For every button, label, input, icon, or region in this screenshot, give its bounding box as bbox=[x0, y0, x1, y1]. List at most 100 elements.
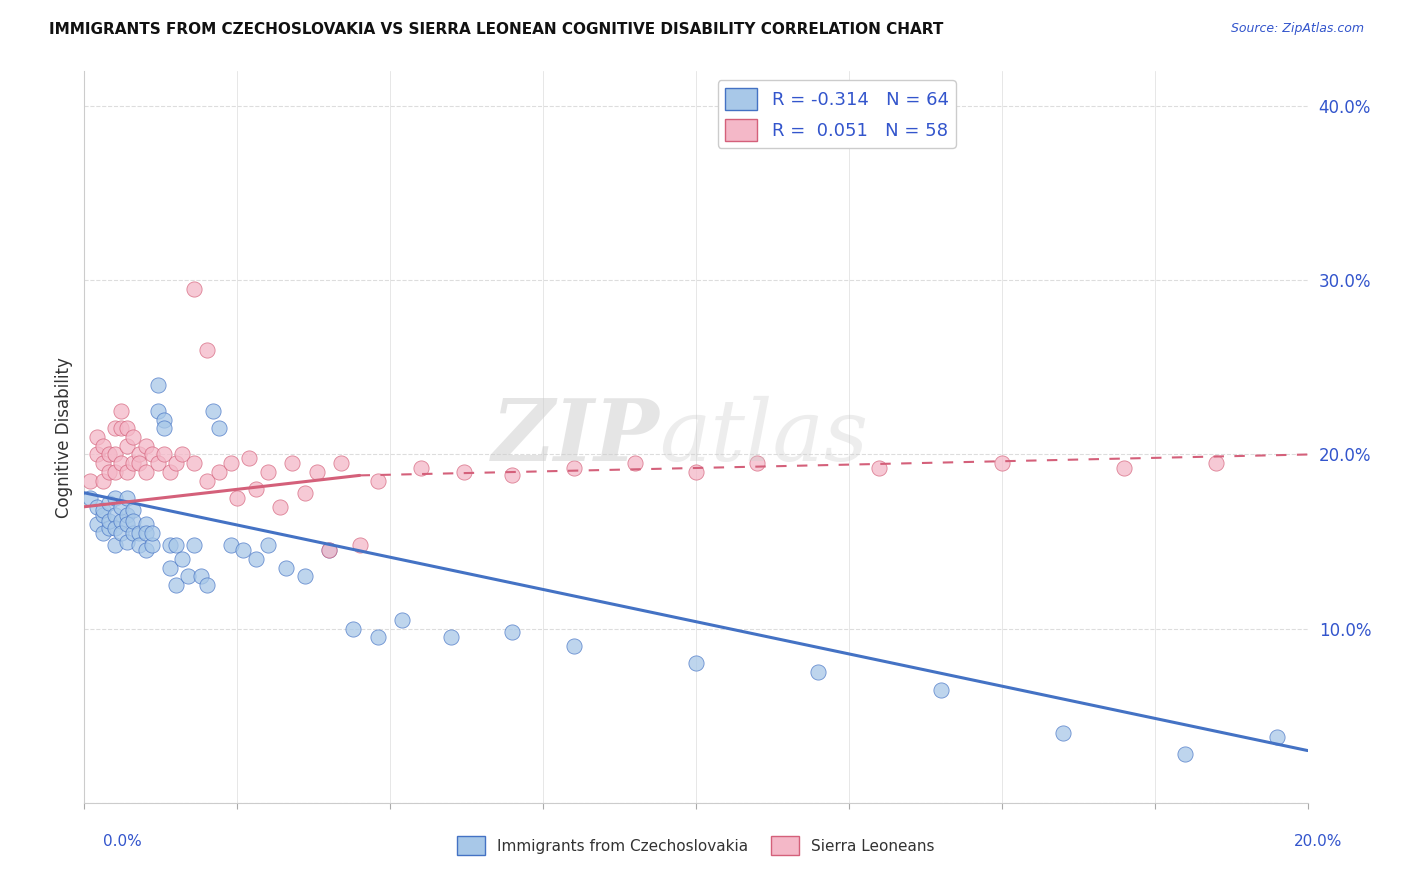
Point bbox=[232, 543, 254, 558]
Point bbox=[624, 456, 647, 470]
Point bbox=[201, 404, 224, 418]
Point bbox=[183, 282, 205, 296]
Point bbox=[276, 560, 298, 574]
Point bbox=[165, 456, 187, 470]
Point bbox=[1174, 747, 1197, 761]
Point bbox=[146, 456, 169, 470]
Point bbox=[104, 538, 127, 552]
Point bbox=[318, 543, 340, 558]
Point bbox=[440, 631, 463, 645]
Point bbox=[110, 404, 132, 418]
Point bbox=[79, 491, 101, 505]
Point bbox=[104, 508, 127, 523]
Point bbox=[110, 421, 132, 435]
Point bbox=[79, 474, 101, 488]
Point bbox=[110, 514, 132, 528]
Point bbox=[104, 521, 127, 535]
Point bbox=[869, 461, 891, 475]
Point bbox=[257, 538, 280, 552]
Point bbox=[165, 538, 187, 552]
Point bbox=[562, 461, 585, 475]
Point bbox=[104, 465, 127, 479]
Point bbox=[97, 496, 120, 510]
Point bbox=[128, 456, 150, 470]
Point bbox=[562, 639, 585, 653]
Text: 0.0%: 0.0% bbox=[103, 834, 142, 849]
Point bbox=[1114, 461, 1136, 475]
Point bbox=[115, 439, 138, 453]
Text: 20.0%: 20.0% bbox=[1295, 834, 1343, 849]
Point bbox=[91, 508, 114, 523]
Point bbox=[929, 682, 952, 697]
Point bbox=[115, 517, 138, 532]
Point bbox=[305, 465, 328, 479]
Text: Source: ZipAtlas.com: Source: ZipAtlas.com bbox=[1230, 22, 1364, 36]
Point bbox=[219, 456, 242, 470]
Point bbox=[91, 525, 114, 540]
Point bbox=[97, 521, 120, 535]
Point bbox=[110, 456, 132, 470]
Point bbox=[183, 538, 205, 552]
Point bbox=[86, 448, 108, 462]
Point bbox=[685, 465, 707, 479]
Point bbox=[294, 485, 316, 500]
Point bbox=[245, 552, 267, 566]
Point bbox=[195, 578, 218, 592]
Point bbox=[91, 439, 114, 453]
Point bbox=[122, 430, 145, 444]
Point bbox=[208, 421, 231, 435]
Point bbox=[177, 569, 200, 583]
Y-axis label: Cognitive Disability: Cognitive Disability bbox=[55, 357, 73, 517]
Point bbox=[391, 613, 413, 627]
Point bbox=[159, 538, 181, 552]
Point bbox=[153, 412, 176, 426]
Point bbox=[183, 456, 205, 470]
Point bbox=[122, 503, 145, 517]
Point bbox=[245, 483, 267, 497]
Point bbox=[502, 468, 524, 483]
Point bbox=[747, 456, 769, 470]
Point bbox=[91, 503, 114, 517]
Point bbox=[86, 517, 108, 532]
Point bbox=[330, 456, 353, 470]
Point bbox=[367, 631, 389, 645]
Point bbox=[238, 450, 260, 465]
Point bbox=[110, 500, 132, 514]
Point bbox=[195, 343, 218, 357]
Point bbox=[342, 622, 364, 636]
Point bbox=[135, 525, 157, 540]
Text: atlas: atlas bbox=[659, 396, 869, 478]
Point bbox=[97, 514, 120, 528]
Point bbox=[122, 456, 145, 470]
Point bbox=[165, 578, 187, 592]
Point bbox=[104, 421, 127, 435]
Point bbox=[219, 538, 242, 552]
Point bbox=[190, 569, 212, 583]
Point bbox=[172, 448, 194, 462]
Point bbox=[269, 500, 291, 514]
Point bbox=[97, 448, 120, 462]
Point bbox=[135, 439, 157, 453]
Point bbox=[294, 569, 316, 583]
Point bbox=[991, 456, 1014, 470]
Point bbox=[281, 456, 304, 470]
Point bbox=[115, 491, 138, 505]
Point bbox=[135, 465, 157, 479]
Point bbox=[115, 534, 138, 549]
Point bbox=[141, 538, 163, 552]
Point bbox=[110, 525, 132, 540]
Point bbox=[122, 514, 145, 528]
Point bbox=[115, 508, 138, 523]
Point bbox=[86, 500, 108, 514]
Point bbox=[453, 465, 475, 479]
Point bbox=[104, 448, 127, 462]
Point bbox=[104, 491, 127, 505]
Point bbox=[1052, 726, 1074, 740]
Point bbox=[172, 552, 194, 566]
Point bbox=[128, 448, 150, 462]
Legend: Immigrants from Czechoslovakia, Sierra Leoneans: Immigrants from Czechoslovakia, Sierra L… bbox=[451, 830, 941, 861]
Point bbox=[86, 430, 108, 444]
Point bbox=[122, 525, 145, 540]
Point bbox=[1265, 730, 1288, 744]
Point bbox=[685, 657, 707, 671]
